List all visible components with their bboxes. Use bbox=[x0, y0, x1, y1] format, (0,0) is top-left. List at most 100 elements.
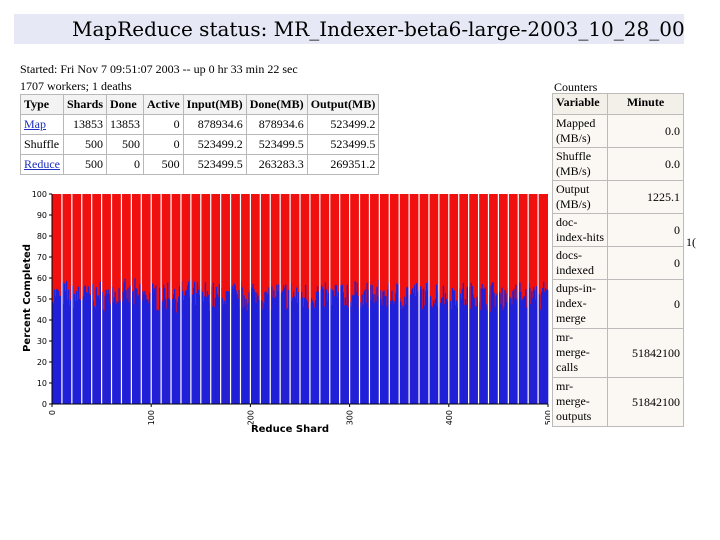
shard-bar bbox=[146, 299, 148, 404]
shard-bar bbox=[131, 291, 133, 404]
shard-bar bbox=[370, 300, 372, 404]
shard-bar bbox=[424, 291, 427, 404]
shard-bar bbox=[203, 296, 206, 404]
shard-bar bbox=[62, 303, 65, 404]
clip-mask bbox=[684, 90, 720, 450]
shard-bar bbox=[56, 289, 59, 404]
shard-bar bbox=[307, 308, 310, 404]
x-tick-label: 0 bbox=[48, 410, 57, 415]
counter-name: docs-indexed bbox=[552, 246, 608, 280]
map-link[interactable]: Map bbox=[24, 117, 46, 131]
shard-bar bbox=[530, 304, 532, 404]
shard-bar bbox=[455, 300, 458, 404]
shard-bar bbox=[310, 298, 313, 404]
shard-bar bbox=[376, 287, 378, 404]
shard-bar bbox=[491, 282, 493, 404]
table-cell: 13853 bbox=[106, 114, 145, 135]
shard-bar bbox=[148, 303, 150, 404]
shard-bar bbox=[547, 289, 549, 404]
shard-bar bbox=[132, 291, 134, 404]
shard-bar bbox=[85, 292, 88, 404]
shard-bar bbox=[302, 306, 305, 404]
shard-bar bbox=[280, 293, 282, 404]
shard-bar bbox=[390, 300, 392, 404]
shard-bar bbox=[118, 288, 120, 404]
shard-bar bbox=[217, 296, 219, 404]
shard-bar bbox=[234, 285, 236, 404]
y-tick-label: 0 bbox=[42, 400, 47, 409]
shard-bar bbox=[115, 303, 117, 404]
shard-bar bbox=[157, 309, 159, 404]
shard-bar bbox=[68, 305, 71, 404]
shard-bar bbox=[174, 288, 176, 404]
shard-bar bbox=[439, 302, 442, 404]
shard-bar bbox=[295, 298, 297, 404]
shard-bar bbox=[421, 289, 423, 404]
shard-bar bbox=[352, 294, 354, 404]
counter-value: 1225.1 bbox=[607, 180, 684, 214]
shard-bar bbox=[135, 287, 137, 404]
shard-bar bbox=[133, 304, 135, 404]
y-tick-label: 50 bbox=[37, 295, 47, 304]
shard-bar bbox=[53, 289, 56, 404]
shard-bar bbox=[327, 292, 330, 404]
shard-bar bbox=[195, 293, 198, 404]
shard-bar bbox=[454, 305, 457, 404]
shard-bar bbox=[250, 291, 252, 404]
shard-bar bbox=[526, 308, 528, 404]
shard-bar bbox=[436, 306, 439, 404]
col-type: Type bbox=[20, 94, 64, 115]
shard-bar bbox=[98, 298, 100, 404]
shard-bar bbox=[384, 295, 386, 404]
shard-bar bbox=[169, 299, 171, 404]
shard-bar bbox=[403, 307, 405, 404]
shard-bar bbox=[523, 296, 525, 404]
shard-bar bbox=[109, 304, 111, 404]
shard-bar bbox=[78, 298, 81, 404]
counter-value: 0.0 bbox=[607, 147, 684, 181]
shard-bar bbox=[210, 286, 213, 404]
shard-bar bbox=[545, 288, 547, 404]
shard-bar bbox=[268, 287, 270, 404]
shard-bar bbox=[514, 298, 516, 404]
shard-bar bbox=[121, 301, 123, 404]
shard-bar bbox=[301, 297, 304, 404]
shard-bar bbox=[116, 301, 118, 404]
shard-bar bbox=[531, 290, 533, 404]
shard-bar bbox=[246, 310, 248, 404]
shard-bar bbox=[535, 299, 537, 404]
shard-bar bbox=[425, 282, 428, 404]
shard-bar bbox=[500, 304, 502, 404]
shard-bar bbox=[220, 287, 222, 404]
shard-bar bbox=[312, 302, 315, 404]
shard-bar bbox=[332, 290, 335, 404]
shard-bar bbox=[433, 303, 436, 404]
shard-bar bbox=[410, 294, 412, 404]
shard-bar bbox=[164, 288, 166, 404]
shard-bar bbox=[316, 286, 319, 404]
y-tick-label: 80 bbox=[37, 232, 47, 241]
shard-bar bbox=[443, 304, 446, 404]
shard-bar bbox=[469, 308, 471, 404]
shard-bar bbox=[407, 286, 409, 404]
shard-bar bbox=[513, 288, 515, 404]
shard-bar bbox=[276, 284, 278, 404]
shard-bar bbox=[504, 289, 506, 404]
shard-bar bbox=[67, 289, 70, 404]
shard-bar bbox=[257, 295, 259, 404]
shard-bar bbox=[106, 294, 108, 404]
shard-bar bbox=[490, 285, 492, 404]
shard-bar bbox=[103, 310, 105, 404]
shard-bar bbox=[518, 291, 520, 404]
page-title: MapReduce status: MR_Indexer-beta6-large… bbox=[14, 14, 684, 44]
shard-bar bbox=[52, 303, 55, 404]
col-done: Done bbox=[106, 94, 145, 115]
shard-bar bbox=[373, 302, 375, 404]
shard-bar bbox=[97, 295, 99, 404]
shard-bar bbox=[274, 298, 276, 404]
shard-bar bbox=[205, 296, 208, 404]
reduce-link[interactable]: Reduce bbox=[24, 157, 60, 171]
shard-bar bbox=[271, 286, 273, 404]
shard-bar bbox=[145, 295, 147, 404]
shard-bar bbox=[424, 305, 426, 404]
